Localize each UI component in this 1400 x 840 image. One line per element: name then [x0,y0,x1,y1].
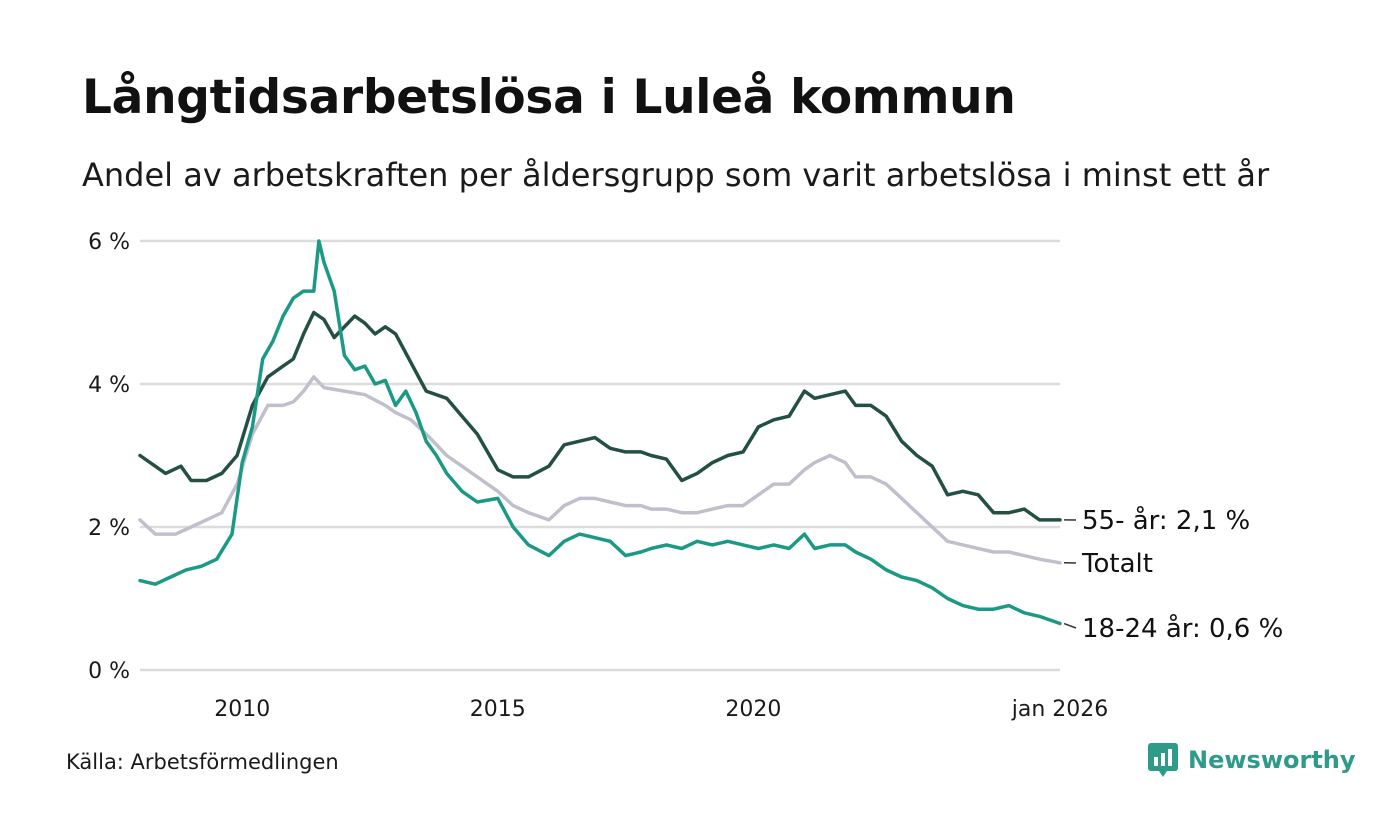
newsworthy-logo-icon [1148,743,1178,777]
brand-name: Newsworthy [1188,746,1356,774]
label-connector [1063,622,1077,629]
y-tick-label: 0 % [88,659,130,684]
series-line-2 [138,239,1062,626]
x-tick-label: 2010 [214,697,270,722]
y-tick-label: 4 % [88,373,130,398]
x-tick-label: 2020 [725,697,781,722]
x-tick-label: jan 2026 [1011,697,1109,722]
page-title: Långtidsarbetslösa i Luleå kommun [82,70,1016,125]
y-tick-label: 2 % [88,516,130,541]
series-end-labels: 55- år: 2,1 % Totalt 18-24 år: 0,6 % [1063,505,1283,644]
y-tick-label: 6 % [88,230,130,255]
source-note: Källa: Arbetsförmedlingen [66,750,339,774]
series-end-label: 55- år: 2,1 % [1082,505,1250,536]
gridlines [140,239,1060,672]
series-end-label: Totalt [1081,549,1153,579]
page-subtitle: Andel av arbetskraften per åldersgrupp s… [82,156,1270,194]
y-axis-ticks: 0 % 2 % 4 % 6 % [88,230,130,684]
brand-logo[interactable]: Newsworthy [1148,743,1356,777]
x-tick-label: 2015 [470,697,526,722]
series-line-0 [138,310,1062,522]
series-line-1 [138,375,1062,565]
series-end-label: 18-24 år: 0,6 % [1082,613,1283,644]
series-lines [138,239,1062,626]
x-axis-ticks: 2010 2015 2020 jan 2026 [214,697,1108,722]
